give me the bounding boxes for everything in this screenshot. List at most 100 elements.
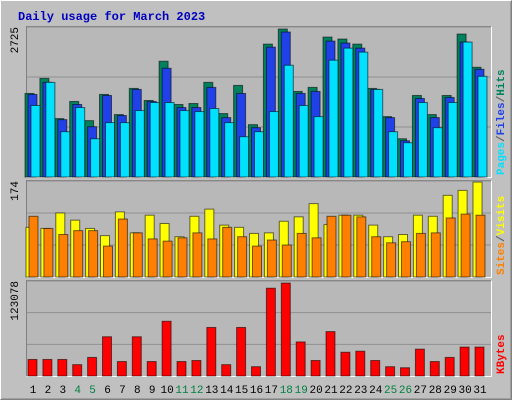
legend-separator: / (496, 95, 508, 102)
bar (179, 110, 190, 178)
bar (191, 360, 202, 377)
bar (73, 230, 84, 278)
bar (341, 214, 352, 278)
x-tick-label: 30 (458, 385, 471, 397)
x-tick-label: 5 (89, 385, 96, 397)
bar (206, 326, 217, 377)
legend: Pages/Files/Hits (496, 69, 508, 175)
legend-entry: Sites (496, 242, 508, 275)
bar (149, 102, 160, 178)
bar (27, 358, 38, 377)
bar (43, 227, 54, 278)
chart-title: Daily usage for March 2023 (18, 10, 205, 24)
x-tick-label: 4 (74, 385, 81, 397)
bar (28, 215, 39, 278)
y-tick-label: 2725 (10, 27, 22, 53)
x-tick-label: 22 (339, 385, 352, 397)
x-tick-label: 3 (59, 385, 66, 397)
bar (371, 236, 382, 278)
bar (355, 350, 366, 377)
bar (474, 346, 485, 377)
bar (447, 102, 458, 178)
bar (388, 131, 399, 178)
bar (132, 232, 143, 278)
bar (75, 107, 86, 178)
bar (192, 232, 203, 278)
bar (162, 240, 173, 278)
bar (102, 336, 112, 377)
bar (385, 366, 396, 377)
bar (268, 111, 279, 178)
x-tick-label: 12 (190, 385, 203, 397)
x-tick-label: 29 (444, 385, 457, 397)
bar (30, 104, 41, 178)
bar (88, 230, 99, 278)
bar (343, 47, 354, 178)
bar (313, 116, 324, 178)
legend-entry: Pages (496, 142, 508, 175)
bar (147, 238, 158, 278)
legend: Sites/Visits (496, 196, 508, 275)
bar (386, 242, 397, 278)
bar (298, 104, 309, 178)
bar (194, 111, 205, 178)
bar (414, 348, 425, 377)
bar (236, 326, 247, 377)
bar (164, 102, 175, 178)
bar (429, 361, 440, 377)
x-tick-label: 21 (324, 385, 338, 397)
bar (57, 358, 68, 377)
x-tick-label: 7 (119, 385, 126, 397)
bar (103, 245, 113, 278)
bar (72, 364, 83, 377)
bar (222, 226, 233, 278)
bar (295, 341, 306, 377)
bar (445, 217, 456, 278)
bar (116, 361, 127, 377)
x-tick-label: 10 (160, 385, 173, 397)
bar (356, 216, 367, 278)
bar (45, 81, 56, 178)
legend-separator: / (496, 235, 508, 242)
bar (60, 131, 71, 178)
bar (252, 245, 262, 278)
bar (146, 361, 157, 377)
x-tick-label: 25 (384, 385, 397, 397)
bar (403, 142, 413, 178)
bar (117, 218, 128, 278)
bar (134, 110, 145, 178)
x-tick-label: 18 (280, 385, 293, 397)
bar (58, 234, 69, 278)
bar (475, 214, 486, 278)
x-tick-label: 16 (250, 385, 263, 397)
x-tick-label: 2 (45, 385, 52, 397)
x-tick-label: 17 (265, 385, 278, 397)
bar (340, 351, 351, 377)
legend: KBytes (496, 334, 508, 374)
bar (311, 237, 322, 278)
x-tick-label: 24 (369, 385, 383, 397)
bar (370, 360, 381, 377)
bar (266, 239, 277, 278)
bar (221, 364, 232, 377)
legend-separator: / (496, 135, 508, 142)
bar (373, 88, 384, 178)
legend-entry: Hits (496, 69, 508, 95)
bar (280, 282, 291, 377)
bar (90, 138, 101, 178)
x-tick-label: 28 (429, 385, 442, 397)
bar (459, 346, 470, 377)
x-tick-label: 27 (414, 385, 427, 397)
bar (176, 361, 187, 377)
bar (119, 122, 130, 178)
plots: 2725Pages/Files/Hits174Sites/Visits12307… (10, 26, 508, 397)
x-tick-label: 1 (30, 385, 37, 397)
bar (432, 127, 443, 178)
bar (224, 122, 235, 178)
bar (254, 131, 264, 178)
plot-edge (26, 280, 492, 377)
bar (265, 287, 276, 377)
bar (283, 64, 294, 178)
